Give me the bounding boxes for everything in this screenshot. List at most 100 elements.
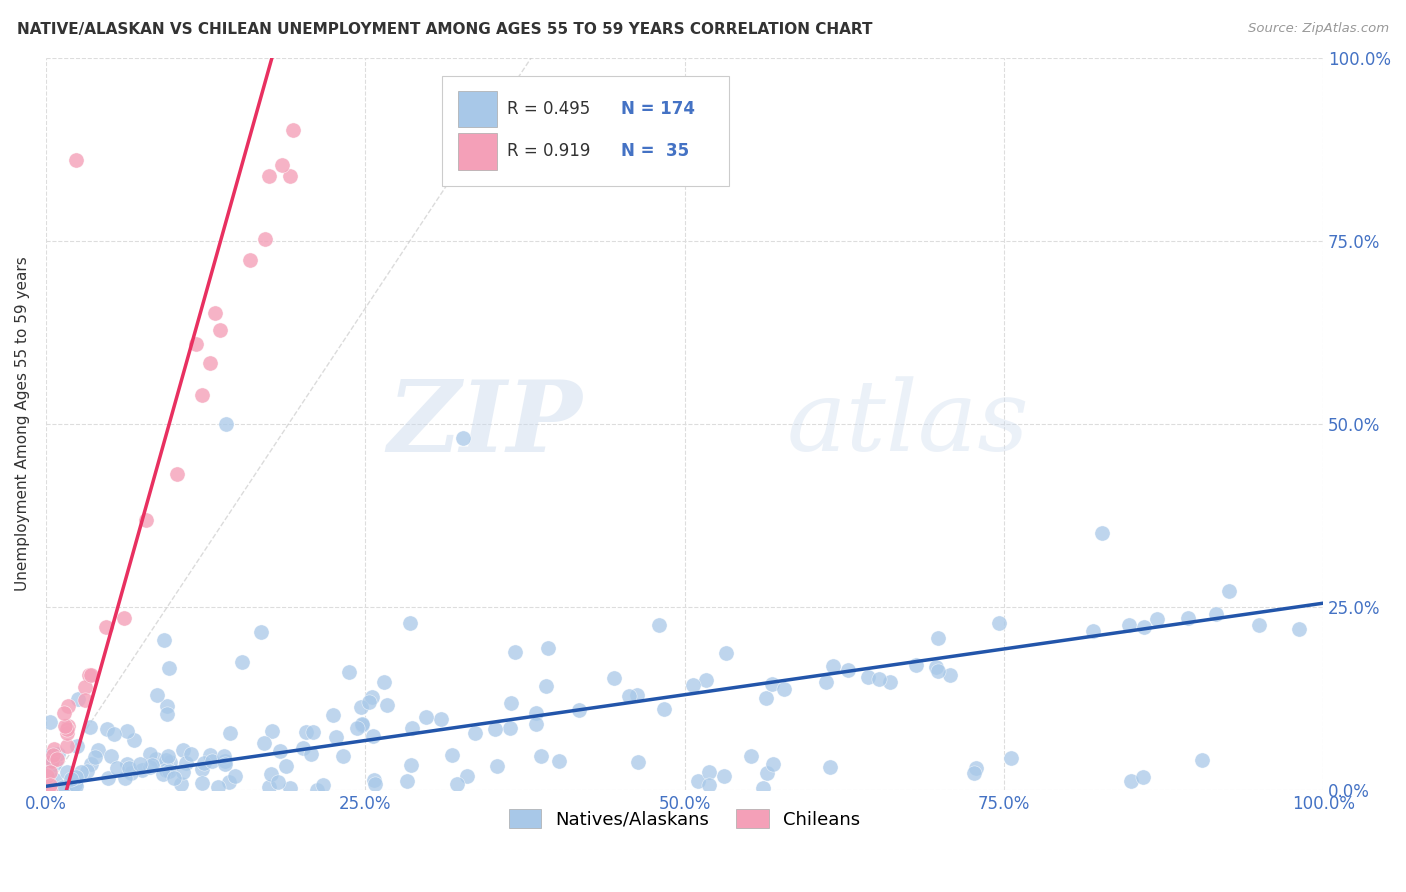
- Point: [162, 772, 184, 786]
- Point: [938, 667, 960, 681]
- Point: [446, 777, 468, 791]
- Point: [56, 739, 79, 753]
- Point: [48, 747, 70, 762]
- Point: [879, 674, 901, 689]
- Point: [361, 729, 384, 743]
- Point: [44, 756, 66, 770]
- Point: [79, 720, 101, 734]
- Point: [224, 768, 246, 782]
- Point: [65, 153, 87, 168]
- Point: [536, 679, 558, 693]
- Point: [278, 169, 301, 184]
- Point: [42, 754, 65, 768]
- Point: [537, 640, 560, 655]
- Point: [278, 780, 301, 795]
- Point: [361, 690, 384, 705]
- Point: [52, 706, 75, 720]
- Point: [172, 742, 194, 756]
- Point: [373, 674, 395, 689]
- Point: [1132, 770, 1154, 784]
- Point: [627, 755, 650, 769]
- Point: [430, 712, 453, 726]
- Point: [364, 777, 387, 791]
- FancyBboxPatch shape: [441, 76, 730, 186]
- Point: [603, 671, 626, 685]
- Point: [56, 722, 79, 736]
- Point: [299, 747, 322, 762]
- Point: [212, 749, 235, 764]
- Point: [281, 123, 304, 137]
- Point: [156, 698, 179, 713]
- Point: [363, 773, 385, 788]
- Point: [395, 774, 418, 789]
- Point: [155, 764, 177, 778]
- FancyBboxPatch shape: [458, 133, 496, 169]
- Text: R = 0.495: R = 0.495: [508, 100, 591, 118]
- Point: [87, 742, 110, 756]
- Point: [762, 756, 785, 771]
- Point: [401, 721, 423, 735]
- Point: [253, 736, 276, 750]
- Point: [41, 754, 63, 768]
- Point: [499, 696, 522, 710]
- Point: [174, 756, 197, 771]
- Text: atlas: atlas: [787, 376, 1029, 472]
- Point: [153, 632, 176, 647]
- Point: [84, 750, 107, 764]
- Point: [755, 766, 778, 780]
- Point: [44, 773, 66, 788]
- Point: [1083, 624, 1105, 638]
- Point: [441, 747, 464, 762]
- Text: N =  35: N = 35: [620, 143, 689, 161]
- Point: [39, 783, 62, 797]
- Point: [713, 769, 735, 783]
- Point: [112, 611, 135, 625]
- Point: [157, 764, 180, 779]
- Point: [120, 766, 142, 780]
- Point: [128, 756, 150, 771]
- Point: [547, 754, 569, 768]
- Point: [270, 158, 292, 172]
- Point: [191, 388, 214, 402]
- Point: [357, 694, 380, 708]
- Point: [1288, 622, 1310, 636]
- Point: [39, 714, 62, 729]
- FancyBboxPatch shape: [458, 91, 496, 128]
- Point: [156, 748, 179, 763]
- Point: [751, 780, 773, 795]
- Point: [201, 754, 224, 768]
- Point: [100, 748, 122, 763]
- Point: [141, 758, 163, 772]
- Point: [1205, 607, 1227, 621]
- Point: [159, 755, 181, 769]
- Point: [145, 752, 167, 766]
- Point: [346, 722, 368, 736]
- Point: [1121, 773, 1143, 788]
- Point: [231, 655, 253, 669]
- Point: [927, 631, 949, 645]
- Point: [191, 775, 214, 789]
- Point: [239, 253, 262, 268]
- Point: [695, 673, 717, 687]
- Point: [260, 767, 283, 781]
- Point: [312, 778, 335, 792]
- Point: [697, 778, 720, 792]
- Legend: Natives/Alaskans, Chileans: Natives/Alaskans, Chileans: [502, 802, 868, 836]
- Point: [415, 710, 437, 724]
- Point: [73, 680, 96, 694]
- Point: [456, 769, 478, 783]
- Point: [56, 764, 79, 779]
- Point: [485, 759, 508, 773]
- Text: N = 174: N = 174: [620, 100, 695, 118]
- Point: [814, 675, 837, 690]
- Point: [818, 760, 841, 774]
- Point: [259, 169, 281, 183]
- Point: [617, 689, 640, 703]
- Point: [262, 723, 284, 738]
- Point: [193, 756, 215, 770]
- Point: [198, 355, 221, 369]
- Point: [66, 739, 89, 753]
- Point: [856, 670, 879, 684]
- Point: [250, 624, 273, 639]
- Point: [77, 668, 100, 682]
